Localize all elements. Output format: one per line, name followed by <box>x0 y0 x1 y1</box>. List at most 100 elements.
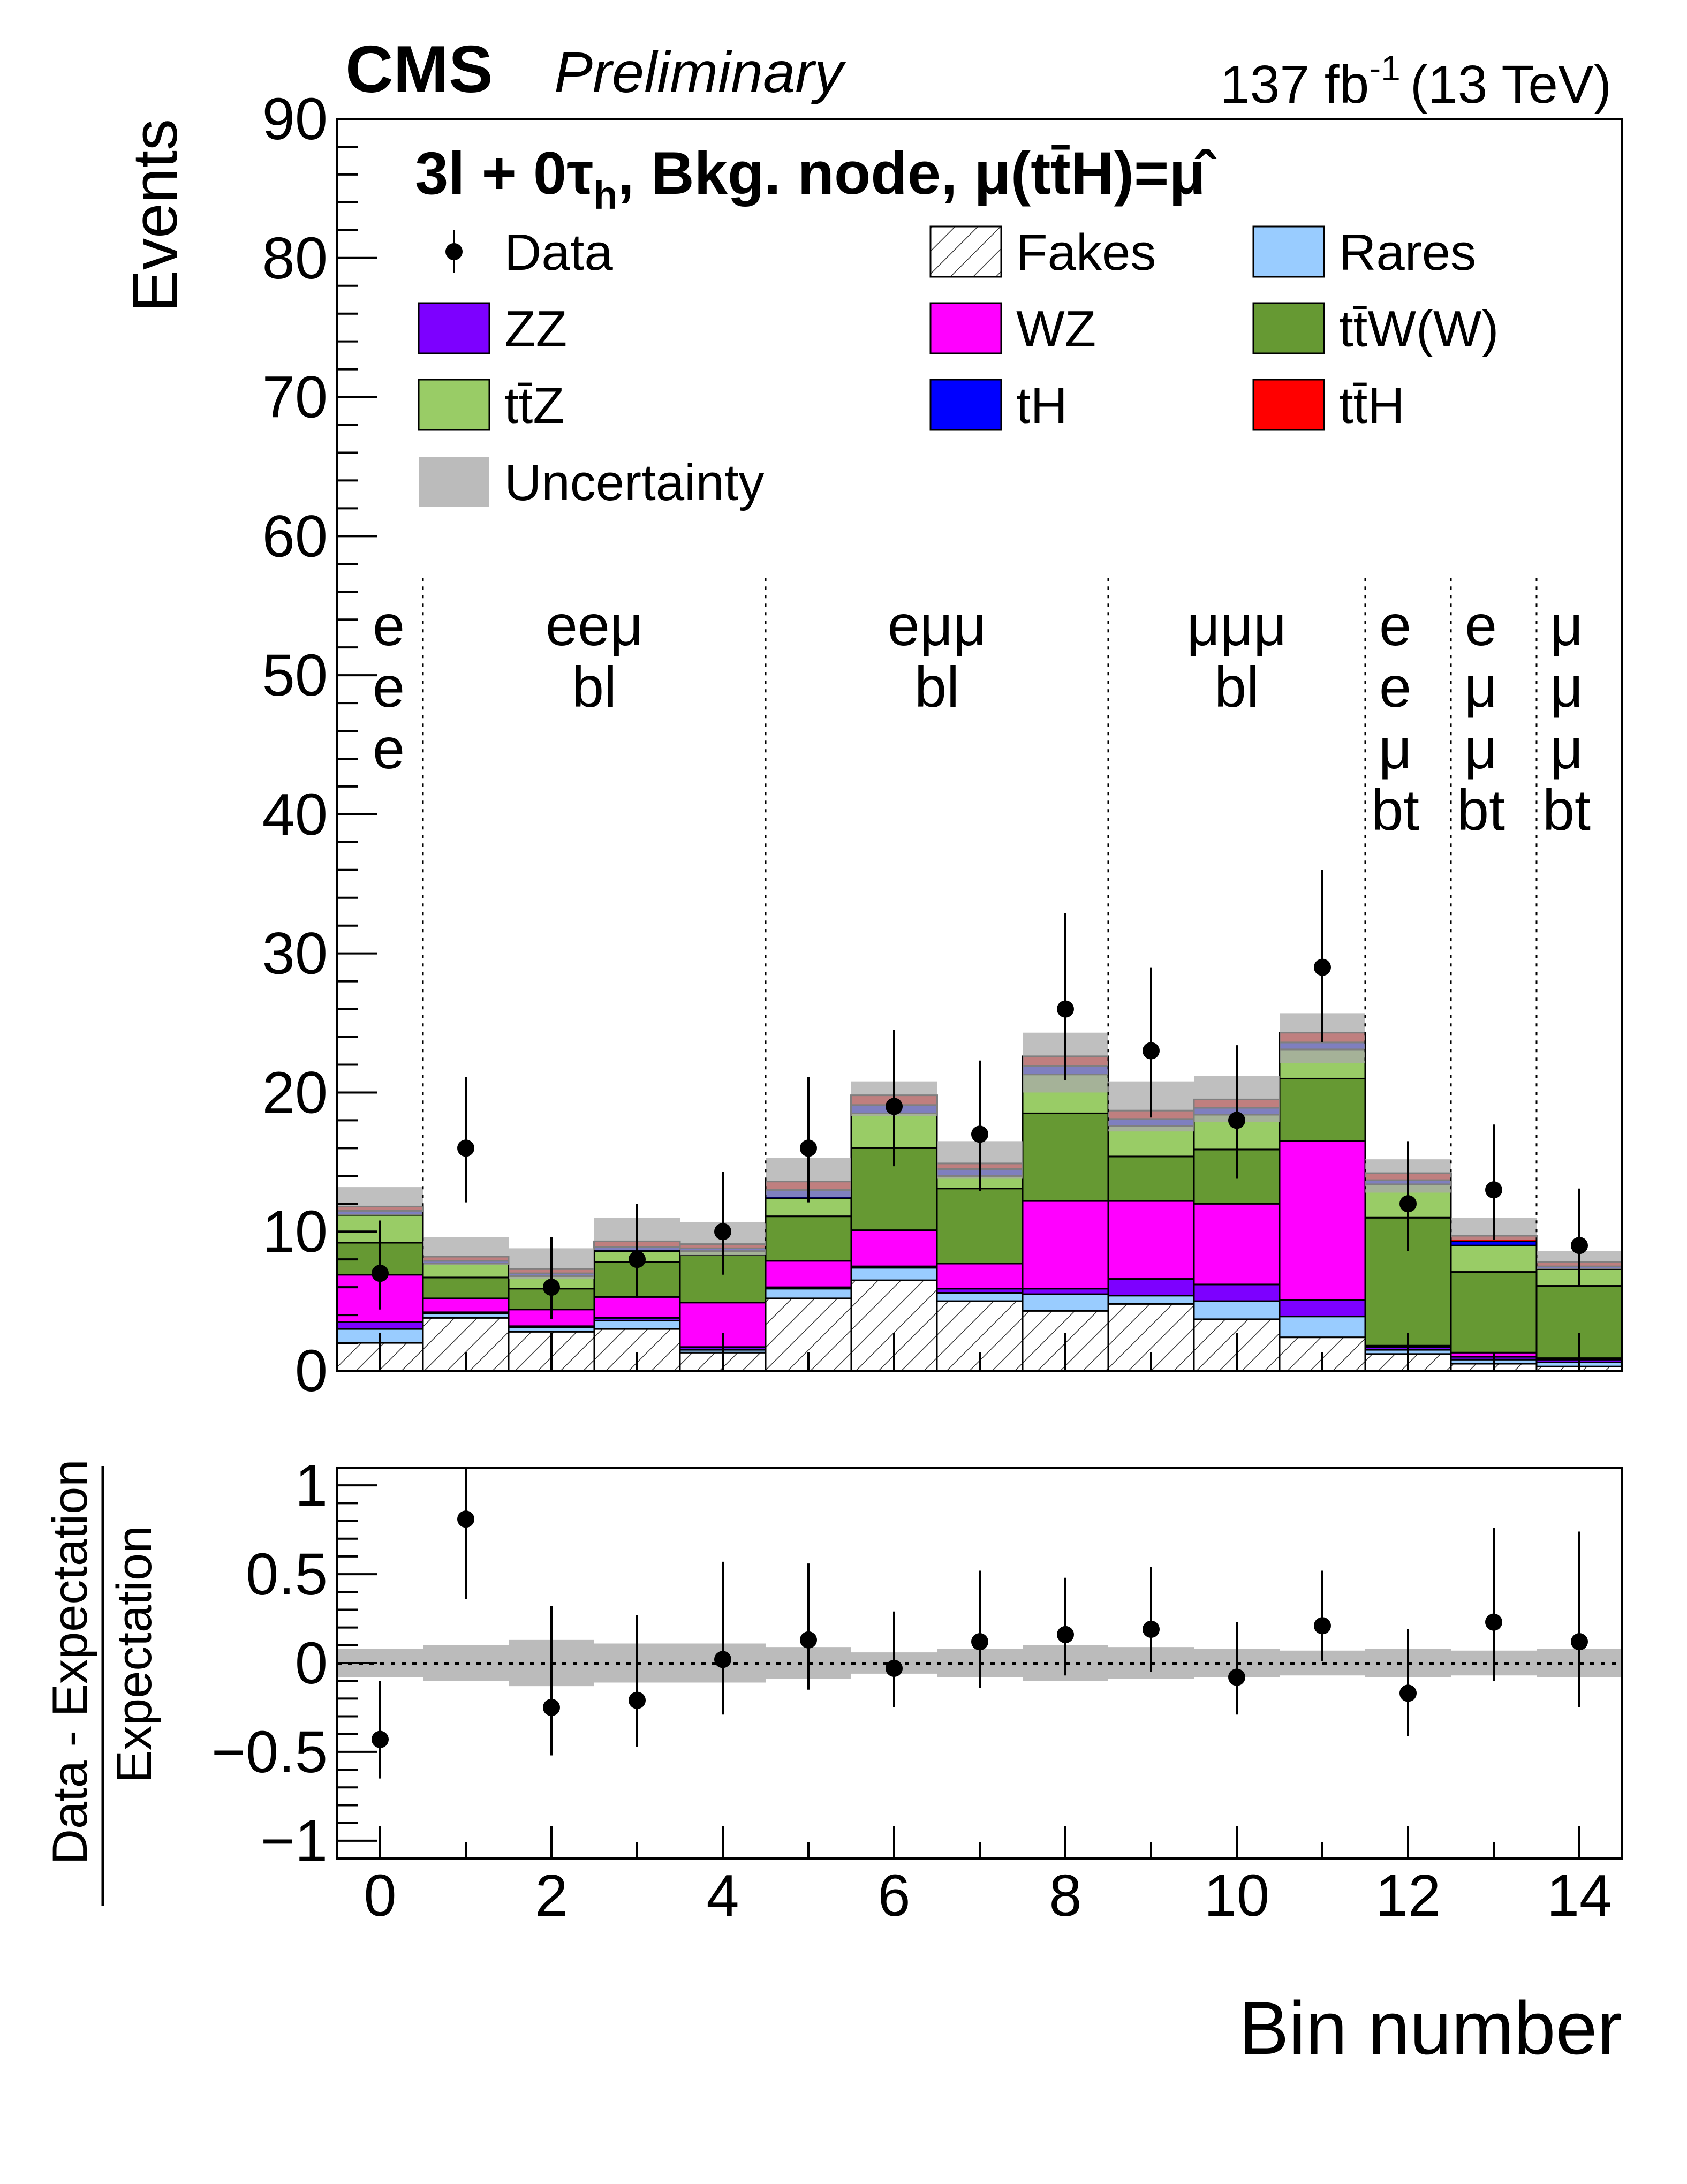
main-x-ticks <box>379 1333 1580 1371</box>
legend-tt-w-w-swatch <box>1252 302 1325 354</box>
uncertainty-bin-1 <box>423 1237 509 1265</box>
bar-tt-w-w-bin-11 <box>1279 1077 1366 1142</box>
x-tick-label-12: 12 <box>1375 1863 1441 1929</box>
data-point-bin-12 <box>1399 1195 1417 1213</box>
category-label-0-line-1: e <box>373 654 405 719</box>
lumi-value: 137 fb <box>1220 55 1369 115</box>
legend-tt-z: tt̄Z <box>418 377 564 434</box>
bar-tt-w-w-bin-5 <box>765 1215 852 1262</box>
data-point-bin-6 <box>886 1098 903 1115</box>
ratio-point-bin-0 <box>372 1730 389 1748</box>
x-tick-label-6: 6 <box>877 1863 910 1929</box>
bar-tt-w-w-bin-8 <box>1022 1112 1109 1202</box>
category-label-6-line-0: μ <box>1550 593 1583 658</box>
legend-wz-label: WZ <box>1016 300 1096 358</box>
ratio-point-bin-8 <box>1057 1626 1074 1643</box>
legend-tt-h-label: tt̄H <box>1339 377 1405 434</box>
data-point-bin-10 <box>1228 1112 1245 1129</box>
ratio-points <box>372 1468 1588 1779</box>
ratio-point-bin-9 <box>1143 1620 1160 1638</box>
legend-wz: WZ <box>929 300 1096 358</box>
legend-tt-h-swatch <box>1252 379 1325 431</box>
x-tick-label-14: 14 <box>1547 1863 1612 1929</box>
ratio-point-bin-13 <box>1485 1613 1502 1631</box>
legend-rares-swatch <box>1252 225 1325 278</box>
ratio-y-tick-label-2: 0 <box>295 1630 328 1696</box>
category-label-6: μ μ μ bt <box>1542 593 1591 842</box>
x-tick-label-8: 8 <box>1049 1863 1081 1929</box>
data-point-bin-4 <box>714 1223 731 1241</box>
data-point-bin-11 <box>1314 958 1331 976</box>
ratio-y-tick-label-3: 0.5 <box>246 1541 328 1607</box>
main-y-tick-label-40: 40 <box>262 782 328 848</box>
bar-tt-w-w-bin-7 <box>936 1188 1024 1265</box>
ratio-point-bin-1 <box>457 1510 474 1528</box>
legend-fakes: Fakes <box>929 224 1156 281</box>
main-y-tick-label-70: 70 <box>262 365 328 430</box>
legend-rares-label: Rares <box>1339 224 1476 281</box>
data-point-bin-8 <box>1057 1000 1074 1018</box>
panel-title-sub: h <box>593 173 617 217</box>
bar-tt-w-w-bin-13 <box>1450 1271 1538 1354</box>
bar-rares-bin-6 <box>850 1267 938 1281</box>
category-label-3: μμμ bl <box>1187 593 1287 719</box>
category-label-4-line-0: e <box>1379 593 1411 658</box>
ratio-point-bin-3 <box>629 1691 646 1709</box>
ratio-point-bin-2 <box>543 1698 560 1716</box>
legend-uncertainty-swatch <box>419 457 489 507</box>
category-label-3-line-0: μμμ <box>1187 593 1287 658</box>
ratio-panel: −1 −0.5 0 0.5 1 0 2 4 6 8 10 12 14 Data - Expectati… <box>43 1453 1623 2070</box>
main-y-tick-label-90: 90 <box>262 86 328 152</box>
main-y-tick-label-20: 20 <box>262 1060 328 1125</box>
bar-rares-bin-9 <box>1107 1295 1195 1305</box>
data-point-bin-14 <box>1571 1237 1588 1255</box>
ratio-y-tick-label-4: 1 <box>295 1453 328 1518</box>
data-points <box>372 870 1588 1319</box>
legend-data-label: Data <box>504 224 613 281</box>
ratio-ylabel-denominator: Expectation <box>107 1526 162 1784</box>
x-tick-label-0: 0 <box>364 1863 396 1929</box>
ratio-ylabel-numerator: Data - Expectation <box>43 1460 97 1865</box>
category-label-6-line-2: μ <box>1550 716 1583 781</box>
main-y-axis: 0 10 20 30 40 50 60 70 80 90 <box>262 86 377 1404</box>
bar-rares-bin-10 <box>1193 1300 1281 1320</box>
legend-data: Data <box>445 224 613 281</box>
category-label-0-line-2: e <box>373 716 405 781</box>
bar-rares-bin-11 <box>1279 1316 1366 1339</box>
legend-uncertainty: Uncertainty <box>419 454 765 511</box>
bar-zz-bin-11 <box>1279 1299 1366 1318</box>
legend-th-swatch <box>929 379 1002 431</box>
ratio-point-bin-7 <box>971 1633 988 1651</box>
category-label-6-line-1: μ <box>1550 654 1583 719</box>
bar-rares-bin-5 <box>765 1288 852 1299</box>
data-point-bin-0 <box>372 1265 389 1282</box>
main-y-tick-label-60: 60 <box>262 503 328 569</box>
legend-zz: ZZ <box>418 300 567 358</box>
legend-rares: Rares <box>1252 224 1476 281</box>
ratio-point-bin-12 <box>1399 1684 1417 1702</box>
data-point-bin-2 <box>543 1279 560 1296</box>
bar-wz-bin-7 <box>936 1263 1024 1290</box>
x-axis: 0 2 4 6 8 10 12 14 <box>364 1826 1612 1929</box>
x-tick-label-2: 2 <box>535 1863 568 1929</box>
x-tick-label-10: 10 <box>1204 1863 1269 1929</box>
ratio-y-axis: −1 −0.5 0 0.5 1 <box>211 1453 377 1874</box>
category-label-0-line-0: e <box>373 593 405 658</box>
panel-title: 3l + 0τh, Bkg. node, μ(tt̄H)=μ̂ <box>415 140 1217 217</box>
main-y-tick-label-50: 50 <box>262 643 328 708</box>
bar-zz-bin-9 <box>1107 1278 1195 1297</box>
bar-rares-bin-3 <box>593 1319 681 1330</box>
legend-uncertainty-label: Uncertainty <box>504 454 765 511</box>
status-label: Preliminary <box>554 40 846 104</box>
data-point-bin-1 <box>457 1139 474 1157</box>
ratio-y-tick-label-0: −1 <box>261 1808 328 1874</box>
data-point-bin-9 <box>1143 1042 1160 1060</box>
legend-fakes-swatch <box>929 225 1002 278</box>
bar-wz-bin-9 <box>1107 1200 1195 1280</box>
bar-tt-z-bin-1 <box>422 1263 510 1279</box>
x-axis-label: Bin number <box>1239 1986 1622 2070</box>
legend-th: tH <box>929 377 1068 434</box>
bar-zz-bin-0 <box>336 1321 424 1330</box>
